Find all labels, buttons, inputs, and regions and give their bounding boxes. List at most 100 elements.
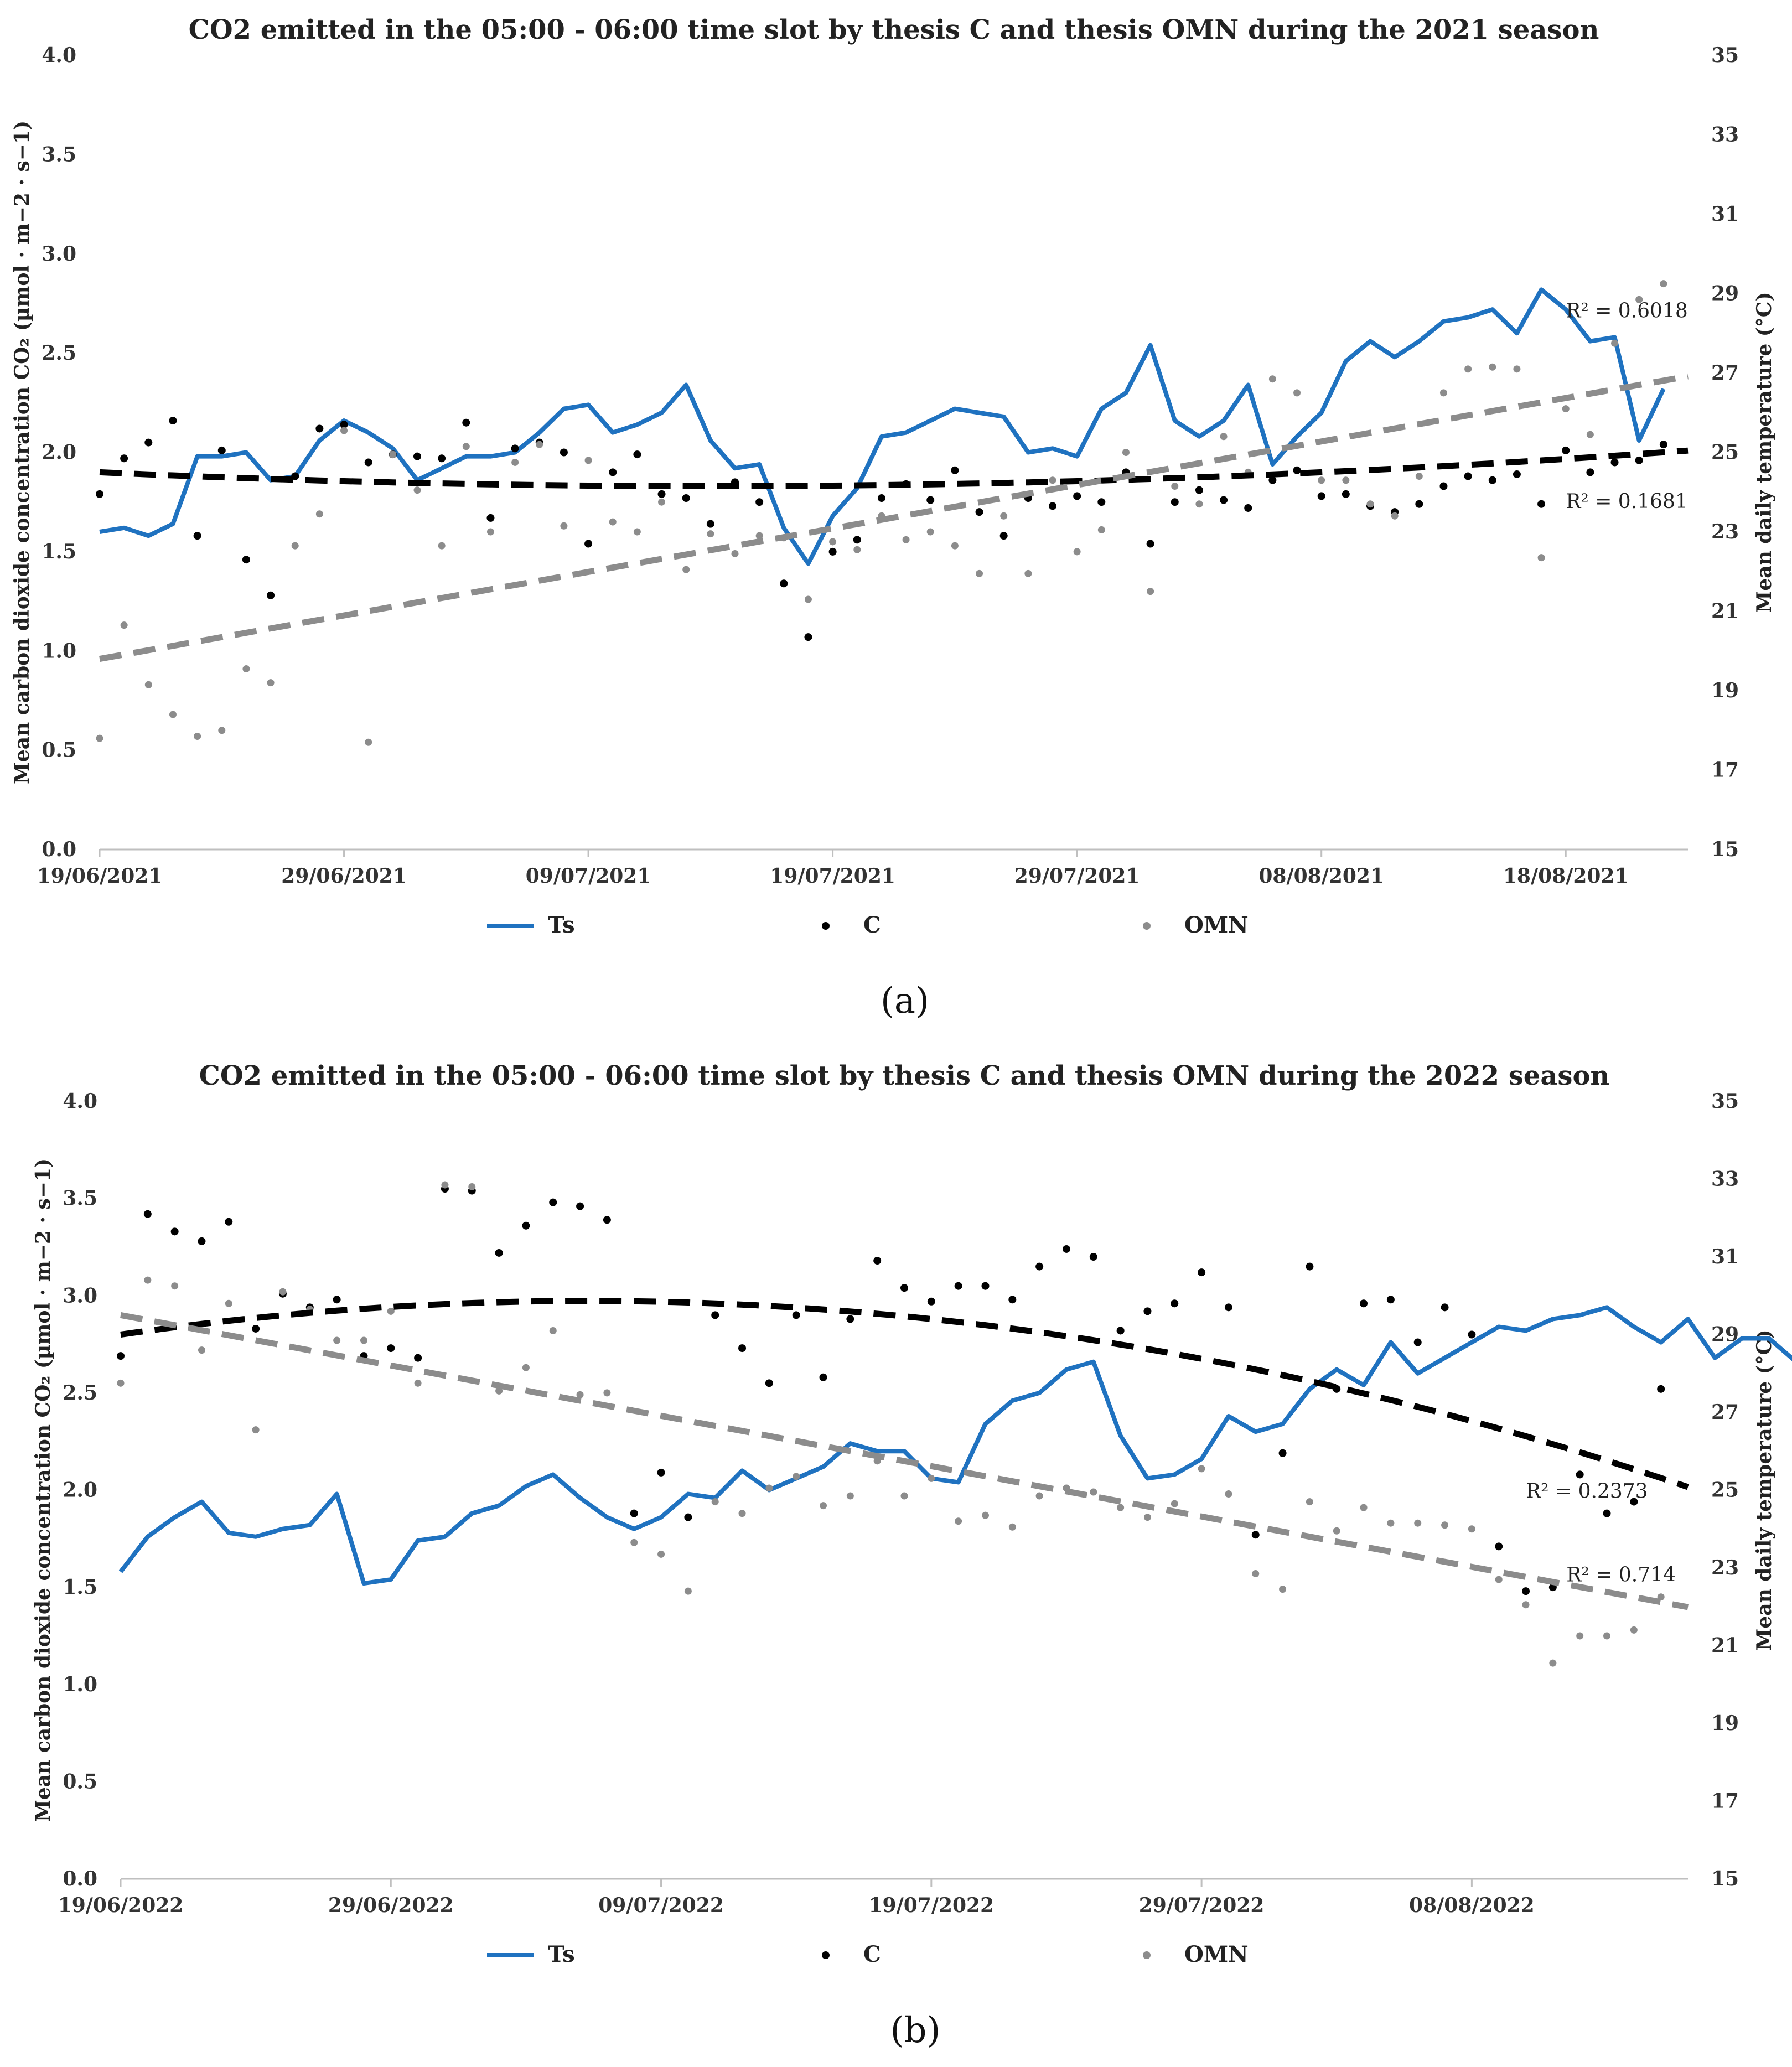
x-tick-label: 29/06/2022 xyxy=(328,1894,454,1917)
c-point xyxy=(1278,1449,1287,1457)
c-point xyxy=(1586,468,1594,476)
series-omn xyxy=(117,1181,1665,1667)
y-tick-label: 1.0 xyxy=(42,639,76,662)
omn-point xyxy=(438,542,446,550)
omn-point xyxy=(955,1517,962,1525)
c-point xyxy=(633,450,641,459)
omn-point xyxy=(194,733,201,740)
series-omn-trend xyxy=(120,1312,1689,1610)
c-point xyxy=(682,494,690,502)
c-point xyxy=(755,498,764,506)
omn-point xyxy=(144,681,152,688)
omn-point xyxy=(1468,1525,1475,1533)
y-tick-label: 3.0 xyxy=(42,242,76,266)
c-point xyxy=(765,1379,773,1387)
omn-point xyxy=(1391,512,1399,520)
c-point xyxy=(198,1237,206,1245)
x-tick-label: 18/08/2021 xyxy=(1503,864,1629,888)
c-point xyxy=(252,1324,260,1333)
omn-point xyxy=(365,738,372,746)
c-point xyxy=(657,490,666,498)
legend-label: Ts xyxy=(548,912,575,938)
c-point xyxy=(926,496,935,504)
omn-point xyxy=(981,1511,989,1519)
c-point xyxy=(549,1198,557,1206)
c-point xyxy=(1198,1268,1206,1277)
y-tick-label: 0.5 xyxy=(42,739,76,762)
c-point xyxy=(1097,498,1106,506)
y-tick-label: 4.0 xyxy=(42,44,76,67)
c-point xyxy=(951,466,959,474)
c-point xyxy=(486,514,495,522)
omn-point xyxy=(1387,1519,1395,1527)
legend: Ts C OMN xyxy=(487,912,1249,938)
c-point xyxy=(1143,1307,1152,1315)
y2-tick-label: 15 xyxy=(1711,1867,1739,1890)
c-point xyxy=(846,1315,854,1323)
omn-point xyxy=(252,1426,260,1434)
omn-point xyxy=(1576,1632,1584,1640)
c-point xyxy=(1468,1330,1476,1339)
omn-point xyxy=(120,621,128,629)
omn-point xyxy=(1268,375,1276,383)
c-point xyxy=(981,1282,990,1290)
y-tick-label: 3.5 xyxy=(63,1187,97,1210)
omn-point xyxy=(1220,433,1228,441)
c-point xyxy=(954,1282,962,1290)
omn-trend-line xyxy=(120,1312,1689,1610)
omn-point xyxy=(820,1502,827,1510)
legend-swatch-dot xyxy=(1143,1951,1151,1959)
legend-swatch-dot xyxy=(1143,922,1151,930)
c-point xyxy=(1488,476,1496,484)
c-point xyxy=(144,438,153,447)
omn-point xyxy=(414,1379,422,1387)
c-point xyxy=(900,1284,908,1292)
omn-point xyxy=(1293,389,1301,397)
c-point xyxy=(495,1249,503,1257)
omn-point xyxy=(846,1492,854,1500)
omn-point xyxy=(1252,1570,1260,1578)
legend-item-c: C xyxy=(822,1941,881,1967)
y-tick-label: 2.0 xyxy=(63,1479,97,1502)
omn-point xyxy=(1537,554,1545,562)
c-point xyxy=(1439,482,1448,490)
y2-tick-label: 19 xyxy=(1711,1712,1739,1735)
omn-point xyxy=(1279,1586,1287,1593)
omn-point xyxy=(900,1492,908,1500)
r-squared-label: R² = 0.1681 xyxy=(1566,490,1688,513)
c-point xyxy=(999,532,1008,540)
y2-tick-label: 23 xyxy=(1711,1556,1739,1579)
c-point xyxy=(364,458,372,467)
omn-point xyxy=(902,536,910,543)
c-point xyxy=(1268,476,1277,484)
omn-point xyxy=(1090,1488,1097,1496)
omn-point xyxy=(1097,526,1105,533)
omn-point xyxy=(1008,1523,1016,1531)
c-point xyxy=(267,591,275,599)
c-point xyxy=(1562,446,1570,454)
omn-point xyxy=(731,550,739,557)
omn-point xyxy=(486,528,494,536)
chart-title: CO2 emitted in the 05:00 - 06:00 time sl… xyxy=(189,14,1599,45)
c-point xyxy=(1576,1470,1584,1479)
omn-point xyxy=(684,1587,692,1595)
legend-item-ts: Ts xyxy=(487,1941,575,1967)
c-point xyxy=(387,1344,395,1353)
y2-tick-label: 25 xyxy=(1711,441,1739,464)
c-point xyxy=(96,490,103,498)
c-point xyxy=(1360,1299,1368,1308)
x-tick-label: 29/07/2021 xyxy=(1014,864,1140,888)
series-ts xyxy=(99,287,1666,566)
omn-point xyxy=(976,569,983,577)
omn-point xyxy=(171,1282,179,1290)
y2-tick-label: 35 xyxy=(1711,44,1739,67)
r-squared-label: R² = 0.2373 xyxy=(1526,1480,1648,1503)
omn-point xyxy=(1024,569,1032,577)
omn-point xyxy=(549,1327,557,1334)
omn-point xyxy=(1000,512,1008,520)
c-point xyxy=(1495,1542,1503,1551)
legend-swatch-dot xyxy=(822,1951,830,1959)
chart-panel-2: CO2 emitted in the 05:00 - 06:00 time sl… xyxy=(32,1060,1792,2051)
omn-point xyxy=(315,510,323,518)
legend-label: OMN xyxy=(1184,912,1249,938)
